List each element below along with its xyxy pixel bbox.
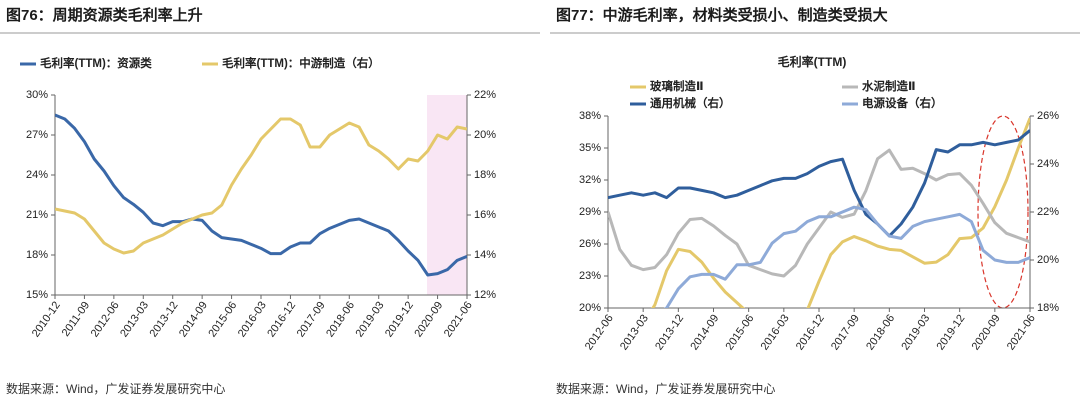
x-tick-label: 2012-06 (583, 313, 616, 353)
series-line (651, 117, 1030, 308)
x-tick-label: 2017-09 (295, 300, 328, 340)
x-tick-label: 2016-12 (794, 313, 827, 353)
x-tick-label: 2017-09 (829, 313, 862, 353)
x-tick-label: 2019-12 (383, 300, 416, 340)
y2-tick-label: 22% (474, 89, 496, 101)
x-tick-label: 2013-12 (653, 313, 686, 353)
y-tick-label: 23% (579, 270, 601, 282)
y-tick-label: 18% (26, 249, 48, 261)
highlight-band (427, 95, 467, 295)
y2-tick-label: 20% (474, 129, 496, 141)
source-note: 数据来源：Wind，广发证券发展研究中心 (556, 381, 775, 396)
chart-subtitle: 毛利率(TTM) (778, 54, 847, 69)
y-tick-label: 26% (579, 238, 601, 250)
x-tick-label: 2021-06 (442, 300, 475, 340)
y-tick-label: 27% (26, 129, 48, 141)
x-tick-label: 2021-06 (1005, 313, 1038, 353)
x-tick-label: 2013-03 (118, 300, 151, 340)
legend-label: 电源设备（右） (862, 96, 943, 110)
legend-label: 毛利率(TTM)：资源类 (40, 56, 152, 70)
plot-area (55, 113, 467, 277)
x-tick-label: 2019-03 (899, 313, 932, 353)
legend-label: 毛利率(TTM)：中游制造（右） (222, 56, 380, 70)
legend-label: 玻璃制造Ⅱ (650, 79, 704, 93)
x-tick-label: 2010-12 (30, 300, 63, 340)
y-tick-label: 29% (579, 206, 601, 218)
y-tick-label: 15% (26, 289, 48, 301)
y-tick-label: 32% (579, 174, 601, 186)
series-line (608, 129, 1030, 238)
y2-tick-label: 18% (474, 169, 496, 181)
x-tick-label: 2015-06 (206, 300, 239, 340)
x-tick-label: 2020-09 (412, 300, 445, 340)
x-tick-label: 2016-03 (236, 300, 269, 340)
series-line (663, 205, 1030, 308)
legend-label: 通用机械（右） (650, 96, 731, 110)
x-tick-label: 2018-06 (324, 300, 357, 340)
y-tick-label: 21% (26, 209, 48, 221)
y-tick-label: 38% (579, 110, 601, 122)
x-tick-label: 2012-06 (89, 300, 122, 340)
series-line (55, 113, 467, 277)
y-tick-label: 24% (26, 169, 48, 181)
x-tick-label: 2011-09 (60, 300, 93, 339)
x-tick-label: 2014-09 (177, 300, 210, 340)
chart-title: 图77：中游毛利率，材料类受损小、制造类受损大 (556, 6, 888, 24)
chart-title: 图76：周期资源类毛利率上升 (6, 6, 203, 24)
y2-tick-label: 24% (1037, 158, 1059, 170)
x-tick-label: 2020-09 (970, 313, 1003, 353)
x-tick-label: 2013-12 (148, 300, 181, 340)
x-tick-label: 2018-06 (864, 313, 897, 353)
legend-label: 水泥制造Ⅱ (862, 79, 916, 93)
series-line (608, 148, 1030, 278)
y2-tick-label: 22% (1037, 206, 1059, 218)
x-tick-label: 2016-03 (759, 313, 792, 353)
x-tick-label: 2016-12 (265, 300, 298, 340)
y-tick-label: 30% (26, 89, 48, 101)
y-tick-label: 35% (579, 142, 601, 154)
series-line (55, 117, 467, 255)
x-tick-label: 2014-09 (688, 313, 721, 353)
y2-tick-label: 16% (474, 209, 496, 221)
y2-tick-label: 14% (474, 249, 496, 261)
x-tick-label: 2015-06 (724, 313, 757, 353)
y2-tick-label: 18% (1037, 302, 1059, 314)
x-tick-label: 2013-03 (618, 313, 651, 353)
annotation-ellipse (977, 115, 1029, 309)
y-tick-label: 20% (579, 302, 601, 314)
x-tick-label: 2019-03 (354, 300, 387, 340)
source-note: 数据来源：Wind，广发证券发展研究中心 (6, 381, 225, 396)
y2-tick-label: 12% (474, 289, 496, 301)
x-tick-label: 2019-12 (935, 313, 968, 353)
y2-tick-label: 20% (1037, 254, 1059, 266)
plot-area (608, 117, 1030, 308)
y2-tick-label: 26% (1037, 110, 1059, 122)
